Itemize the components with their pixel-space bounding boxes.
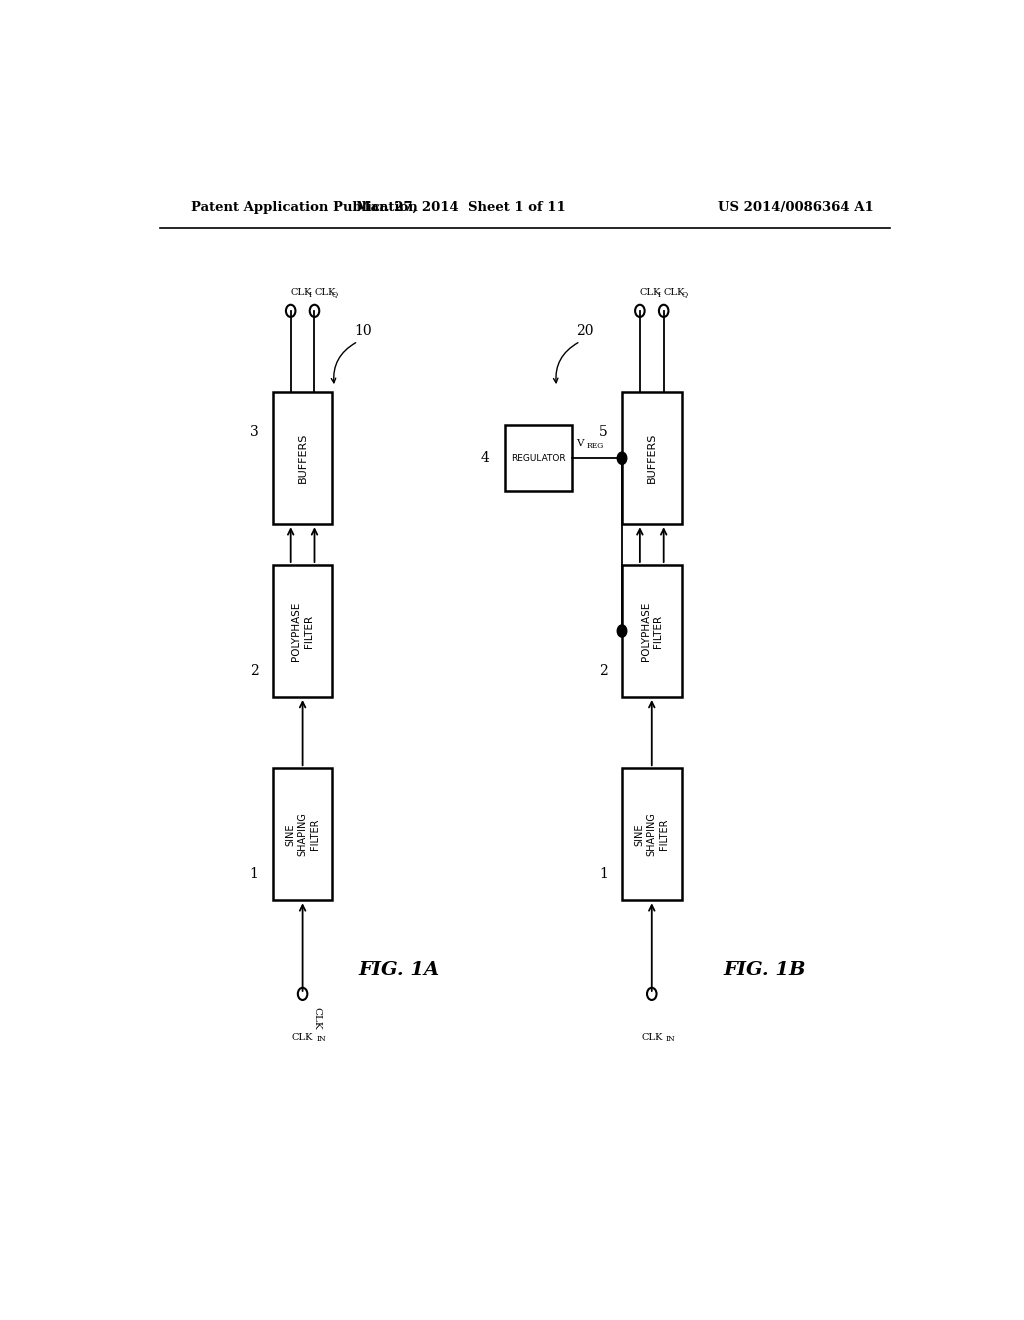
Text: 1: 1	[250, 867, 258, 880]
Text: 5: 5	[599, 425, 607, 438]
Text: 10: 10	[354, 325, 372, 338]
Text: 1: 1	[599, 867, 607, 880]
Text: I: I	[308, 290, 311, 298]
Bar	[272, 565, 333, 697]
Text: BUFFERS: BUFFERS	[647, 433, 656, 483]
Text: CLK: CLK	[314, 288, 336, 297]
Text: Q: Q	[332, 290, 338, 298]
Text: CLK: CLK	[641, 1032, 663, 1041]
Text: Q: Q	[681, 290, 687, 298]
Bar	[272, 392, 333, 524]
Circle shape	[617, 624, 627, 638]
Text: Mar. 27, 2014  Sheet 1 of 11: Mar. 27, 2014 Sheet 1 of 11	[356, 201, 566, 214]
Text: IN: IN	[666, 1035, 676, 1043]
Text: 4: 4	[480, 451, 489, 465]
Text: CLK: CLK	[292, 1032, 313, 1041]
Text: I: I	[657, 290, 660, 298]
Text: FIG. 1A: FIG. 1A	[358, 961, 439, 979]
Text: V: V	[577, 440, 584, 447]
Text: 3: 3	[250, 425, 258, 438]
Text: FIG. 1B: FIG. 1B	[723, 961, 806, 979]
Bar	[622, 565, 682, 697]
Text: POLYPHASE
FILTER: POLYPHASE FILTER	[641, 602, 663, 661]
Text: SINE
SHAPING
FILTER: SINE SHAPING FILTER	[635, 812, 669, 857]
Bar	[622, 392, 682, 524]
Text: 2: 2	[250, 664, 258, 677]
Text: 2: 2	[599, 664, 607, 677]
Text: US 2014/0086364 A1: US 2014/0086364 A1	[718, 201, 873, 214]
Text: CLK: CLK	[640, 288, 662, 297]
Text: REGULATOR: REGULATOR	[511, 454, 566, 463]
Text: BUFFERS: BUFFERS	[298, 433, 307, 483]
Text: 20: 20	[577, 325, 594, 338]
Text: CLK: CLK	[312, 1007, 322, 1030]
Text: CLK: CLK	[664, 288, 685, 297]
Bar	[505, 425, 572, 491]
Text: Patent Application Publication: Patent Application Publication	[191, 201, 418, 214]
Text: REG: REG	[587, 442, 604, 450]
Text: IN: IN	[316, 1035, 327, 1043]
Bar	[622, 768, 682, 900]
Text: CLK: CLK	[291, 288, 312, 297]
Circle shape	[617, 453, 627, 465]
Text: POLYPHASE
FILTER: POLYPHASE FILTER	[292, 602, 313, 661]
Text: SINE
SHAPING
FILTER: SINE SHAPING FILTER	[286, 812, 319, 857]
Bar	[272, 768, 333, 900]
